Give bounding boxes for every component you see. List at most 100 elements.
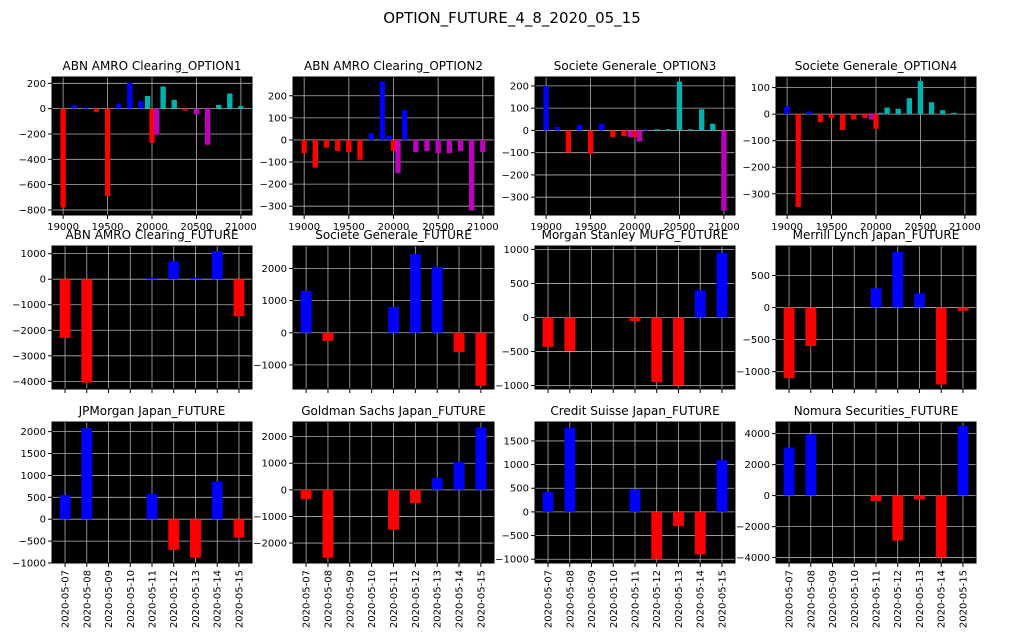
subplot-11-xtick-label: 2020-05-08: [565, 570, 576, 628]
subplot-2-title: ABN AMRO Clearing_OPTION2: [304, 59, 483, 73]
subplot-3-xtick-label: 19000: [530, 222, 562, 233]
subplot-10-bar: [453, 461, 465, 490]
subplot-8-bar: [957, 307, 969, 311]
subplot-10-xtick-label: 2020-05-15: [476, 570, 487, 628]
subplot-10-ytick-label: 0: [281, 485, 287, 496]
subplot-11-xtick-label: 2020-05-13: [674, 570, 685, 628]
subplot-7-bar: [564, 317, 576, 351]
subplot-6-bar: [453, 332, 465, 353]
subplot-3-bar: [632, 130, 638, 138]
subplot-9-ytick-label: 0: [40, 515, 46, 526]
subplot-7-ytick-label: −1000: [495, 381, 529, 392]
subplot-12-xtick-label: 2020-05-13: [915, 570, 926, 628]
subplot-11-ytick-label: 0: [523, 507, 529, 518]
subplot-8-bar: [783, 307, 795, 379]
subplot-2-xtick-label: 19500: [333, 222, 365, 233]
subplot-8: Merrill Lynch Japan_FUTURE −1000 −500 0 500: [736, 228, 977, 393]
subplot-2-ytick-label: 100: [268, 113, 287, 124]
subplot-11-ytick-label: −500: [502, 531, 529, 542]
subplot-4-ytick-label: −300: [743, 189, 770, 200]
subplot-3-bar: [699, 109, 705, 131]
subplot-1-bar: [182, 108, 188, 111]
subplot-4-bar: [840, 114, 846, 131]
subplot-8-bar: [892, 251, 904, 308]
subplot-11-xtick-label: 2020-05-15: [717, 570, 728, 628]
subplot-2-bar: [301, 139, 307, 154]
subplot-2-bar: [390, 139, 397, 151]
subplot-8-ytick-label: 0: [764, 303, 770, 314]
subplot-4-bar: [806, 111, 812, 115]
subplot-1-ytick-label: −200: [19, 129, 46, 140]
subplot-9-bar: [190, 519, 201, 558]
subplot-9-xtick-label: 2020-05-09: [104, 570, 115, 628]
subplot-3-bar: [627, 130, 634, 138]
subplot-2-xtick-label: 19000: [288, 222, 320, 233]
subplot-3: Societe Generale_OPTION3 −300 −200 −100 0 100…: [502, 59, 740, 233]
subplot-7-bar: [629, 317, 641, 321]
subplot-2-ytick-label: −300: [260, 202, 287, 213]
subplot-9-bar: [81, 428, 93, 520]
subplot-3-bar: [543, 85, 549, 131]
subplot-1-ytick-label: −800: [19, 205, 46, 216]
subplot-1-bar: [93, 108, 100, 112]
subplot-5: ABN AMRO Clearing_FUTURE −4000 −3000 −2000 −…: [12, 228, 253, 393]
subplot-12-bar: [783, 447, 795, 496]
subplot-8-bar: [870, 288, 882, 308]
subplot-10-xtick-label: 2020-05-14: [455, 570, 466, 628]
subplot-3-bar: [654, 129, 660, 131]
subplot-9-xtick-label: 2020-05-07: [61, 570, 72, 628]
subplot-3-xtick-label: 21000: [708, 222, 740, 233]
subplot-4-bar: [906, 98, 912, 115]
subplot-6-bar: [431, 266, 443, 333]
subplot-10-ytick-label: −1000: [253, 512, 287, 523]
subplot-12-xtick-label: 2020-05-11: [872, 570, 883, 628]
subplot-5-title: ABN AMRO Clearing_FUTURE: [65, 228, 238, 242]
subplot-12-title: Nomura Securities_FUTURE: [794, 404, 959, 418]
subplot-8-ytick-label: −500: [743, 335, 770, 346]
subplot-2-bar: [312, 139, 319, 168]
subplot-2-ytick-label: −100: [260, 158, 287, 169]
subplot-12-bar: [805, 434, 817, 496]
subplot-9-title: JPMorgan Japan_FUTURE: [78, 404, 226, 418]
subplot-2-bar: [401, 110, 408, 140]
subplot-5-bar: [59, 279, 71, 338]
subplot-3-xtick-label: 19500: [575, 222, 607, 233]
subplot-5-ytick-label: −3000: [12, 351, 46, 362]
subplot-9-ytick-label: 2000: [21, 427, 46, 438]
subplot-11-ytick-label: 1000: [504, 460, 529, 471]
subplot-11-xtick-label: 2020-05-11: [631, 570, 642, 628]
subplot-11-xtick-label: 2020-05-14: [696, 570, 707, 628]
subplot-10-bar: [431, 477, 443, 490]
subplot-3-ytick-label: 100: [510, 104, 529, 115]
subplot-6-ytick-label: 1000: [262, 296, 287, 307]
subplot-11: Credit Suisse Japan_FUTURE −1000 −500 0 500 1…: [495, 404, 736, 628]
subplot-5-ytick-label: −2000: [12, 326, 46, 337]
subplot-11-xtick-label: 2020-05-07: [544, 570, 555, 628]
subplot-3-bar: [587, 130, 594, 154]
subplot-3-ytick-label: −200: [502, 170, 529, 181]
subplot-8-bar: [914, 293, 925, 308]
subplot-5-bar: [81, 279, 93, 383]
subplot-10-xtick-label: 2020-05-13: [433, 570, 444, 628]
subplot-11-bar: [673, 511, 684, 527]
subplot-4-bar: [862, 114, 868, 119]
subplot-4-ytick-label: −200: [743, 163, 770, 174]
subplot-6-title: Societe Generale_FUTURE: [315, 228, 472, 242]
subplot-4: Societe Generale_OPTION4 −300 −200 −100 0 100…: [743, 59, 981, 233]
subplot-3-bar: [576, 124, 583, 131]
subplot-12-ytick-label: −2000: [736, 522, 770, 533]
subplot-2-xtick-label: 20000: [378, 222, 410, 233]
subplot-12-ytick-label: −4000: [736, 553, 770, 564]
subplot-10-ytick-label: 1000: [262, 459, 287, 470]
subplot-1-bar: [171, 99, 177, 109]
subplot-1-ytick-label: 0: [40, 104, 46, 115]
subplot-9-ytick-label: 1500: [21, 449, 46, 460]
subplot-5-ytick-label: −1000: [12, 300, 46, 311]
subplot-9-xtick-label: 2020-05-12: [169, 570, 180, 628]
subplot-4-bar: [828, 114, 835, 119]
subplot-6-bar: [300, 290, 312, 333]
subplot-7-ytick-label: 1000: [504, 245, 529, 256]
subplot-9-ytick-label: −500: [19, 537, 46, 548]
subplot-1-bar: [193, 108, 200, 115]
subplot-2-ytick-label: 0: [281, 135, 287, 146]
